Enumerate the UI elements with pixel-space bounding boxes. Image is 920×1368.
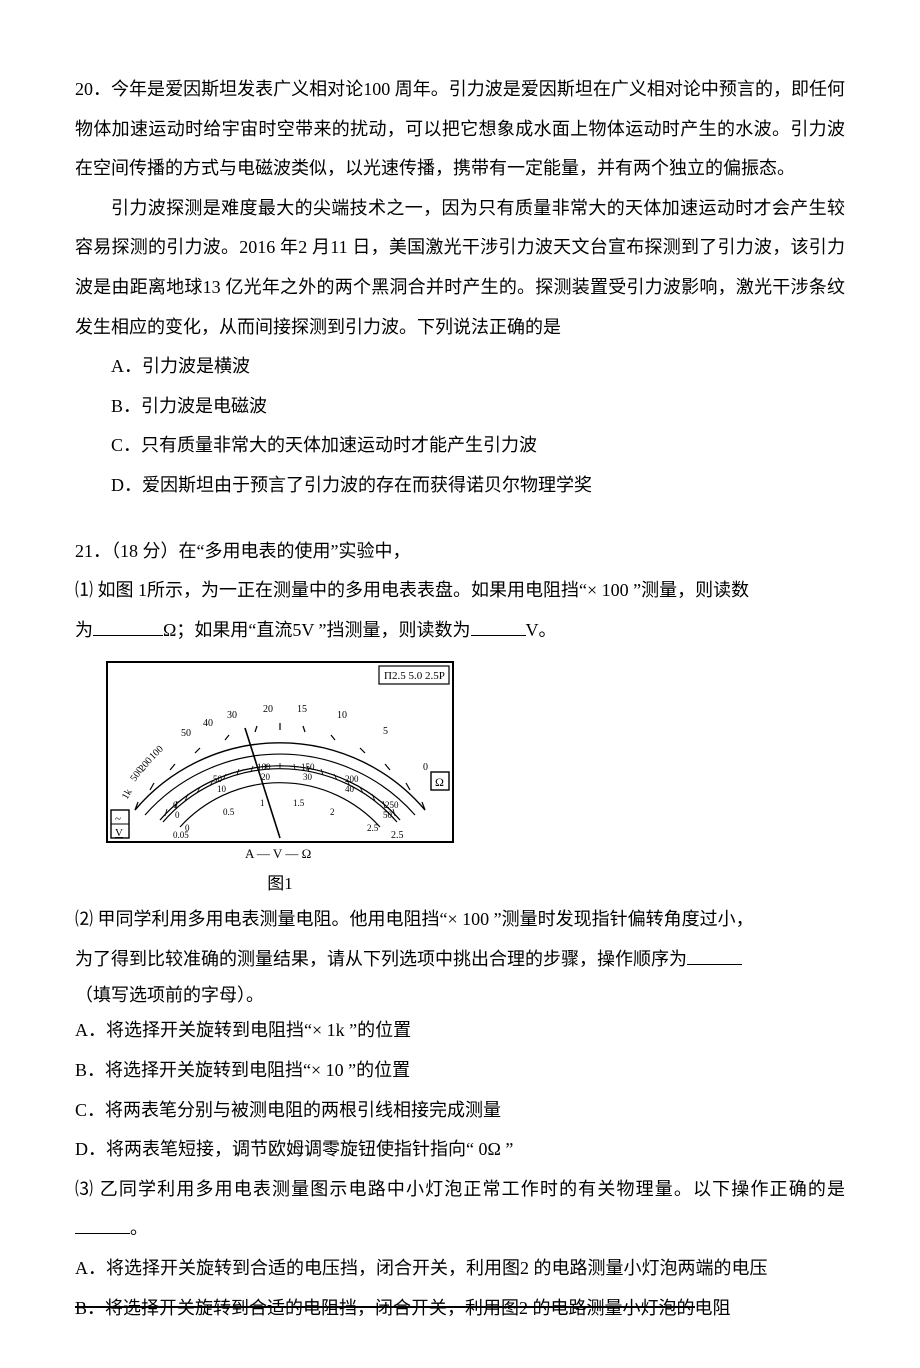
q20-option-d: D．爱因斯坦由于预言了引力波的存在而获得诺贝尔物理学奖 (75, 466, 845, 506)
q21-part1-line2: 为 Ω；如果用“直流5V ”挡测量，则读数为 V。 (75, 611, 845, 651)
svg-text:10: 10 (337, 710, 347, 721)
svg-text:200: 200 (345, 774, 359, 784)
q20-text1: 今年是爱因斯坦发表广义相对论100 周年。引力波是爱因斯坦在广义相对论中预言的，… (75, 79, 845, 178)
svg-text:2.5: 2.5 (367, 823, 379, 833)
q20-paragraph2: 引力波探测是难度最大的尖端技术之一，因为只有质量非常大的天体加速运动时才会产生较… (75, 189, 845, 347)
q20-paragraph1: 20．今年是爱因斯坦发表广义相对论100 周年。引力波是爱因斯坦在广义相对论中预… (75, 70, 845, 189)
q21-p1b-mid: Ω；如果用“直流5V ”挡测量，则读数为 (163, 620, 471, 640)
blank-order (687, 946, 742, 965)
q21-p1b-pre: 为 (75, 620, 93, 640)
svg-text:2.5: 2.5 (391, 830, 404, 841)
svg-text:5: 5 (383, 726, 388, 737)
svg-text:0: 0 (173, 800, 178, 810)
svg-text:Π2.5 5.0 2.5P: Π2.5 5.0 2.5P (384, 670, 445, 682)
figure-1-caption: 图1 (105, 869, 455, 900)
svg-text:A — V — Ω: A — V — Ω (245, 846, 311, 861)
q21-part2-option-c: C．将两表笔分别与被测电阻的两根引线相接完成测量 (75, 1091, 845, 1131)
svg-text:0: 0 (423, 762, 428, 773)
q21-head: 21．（18 分）在“多用电表的使用”实验中， (75, 532, 845, 572)
svg-text:20: 20 (263, 704, 273, 715)
q21-part2-line3: （填写选项前的字母）。 (75, 979, 845, 1011)
q21-part3-option-b: B．将选择开关旋转到合适的电阻挡，闭合开关，利用图2 的电路测量小灯泡的电阻 (75, 1289, 845, 1329)
q21-p3-pre: ⑶ 乙同学利用多用电表测量图示电路中小灯泡正常工作时的有关物理量。以下操作正确的… (75, 1179, 845, 1199)
q21-p3-post: 。 (130, 1218, 148, 1238)
svg-text:40: 40 (345, 784, 355, 794)
q21-part2-line1: ⑵ 甲同学利用多用电表测量电阻。他用电阻挡“× 100 ”测量时发现指针偏转角度… (75, 900, 845, 940)
svg-text:0.05: 0.05 (173, 830, 189, 840)
blank-ohm (93, 617, 163, 636)
q20-option-b: B．引力波是电磁波 (75, 387, 845, 427)
q21-part1-line1: ⑴ 如图 1所示，为一正在测量中的多用电表表盘。如果用电阻挡“× 100 ”测量… (75, 571, 845, 611)
svg-text:0.5: 0.5 (223, 807, 235, 817)
svg-text:15: 15 (297, 704, 307, 715)
q20-number: 20． (75, 79, 111, 99)
blank-volt (471, 617, 526, 636)
figure-1: 1k 500 200 100 50 40 30 20 15 10 5 0 0 5… (105, 660, 845, 865)
q21-p1b-post: V。 (526, 620, 557, 640)
svg-text:30: 30 (303, 772, 313, 782)
svg-text:250: 250 (385, 800, 399, 810)
svg-text:50: 50 (383, 810, 393, 820)
svg-text:~: ~ (115, 813, 121, 825)
svg-text:V: V (115, 827, 123, 839)
svg-text:1.5: 1.5 (293, 798, 305, 808)
q21-part2-option-d: D．将两表笔短接，调节欧姆调零旋钮使指针指向“ 0Ω ” (75, 1130, 845, 1170)
svg-text:0: 0 (175, 810, 180, 820)
q20-option-c: C．只有质量非常大的天体加速运动时才能产生引力波 (75, 426, 845, 466)
svg-text:50: 50 (181, 728, 191, 739)
svg-text:50: 50 (213, 774, 223, 784)
svg-text:40: 40 (203, 718, 213, 729)
q20-option-a: A．引力波是横波 (75, 347, 845, 387)
blank-correct-op (75, 1215, 130, 1234)
multimeter-dial-svg: 1k 500 200 100 50 40 30 20 15 10 5 0 0 5… (105, 660, 455, 865)
svg-text:10: 10 (217, 784, 227, 794)
svg-text:Ω: Ω (435, 775, 444, 789)
q21-part3: ⑶ 乙同学利用多用电表测量图示电路中小灯泡正常工作时的有关物理量。以下操作正确的… (75, 1170, 845, 1249)
svg-text:30: 30 (227, 710, 237, 721)
q21-part3-option-a: A．将选择开关旋转到合适的电压挡，闭合开关，利用图2 的电路测量小灯泡两端的电压 (75, 1249, 845, 1289)
q21-part2-option-b: B．将选择开关旋转到电阻挡“× 10 ”的位置 (75, 1051, 845, 1091)
svg-text:2: 2 (330, 807, 335, 817)
svg-text:150: 150 (301, 762, 315, 772)
q21-part2-option-a: A．将选择开关旋转到电阻挡“× 1k ”的位置 (75, 1011, 845, 1051)
q21-p2b: 为了得到比较准确的测量结果，请从下列选项中挑出合理的步骤，操作顺序为 (75, 949, 687, 969)
q21-part2-line2: 为了得到比较准确的测量结果，请从下列选项中挑出合理的步骤，操作顺序为 (75, 940, 845, 980)
footer-rule (75, 1306, 695, 1308)
svg-text:1: 1 (260, 798, 265, 808)
